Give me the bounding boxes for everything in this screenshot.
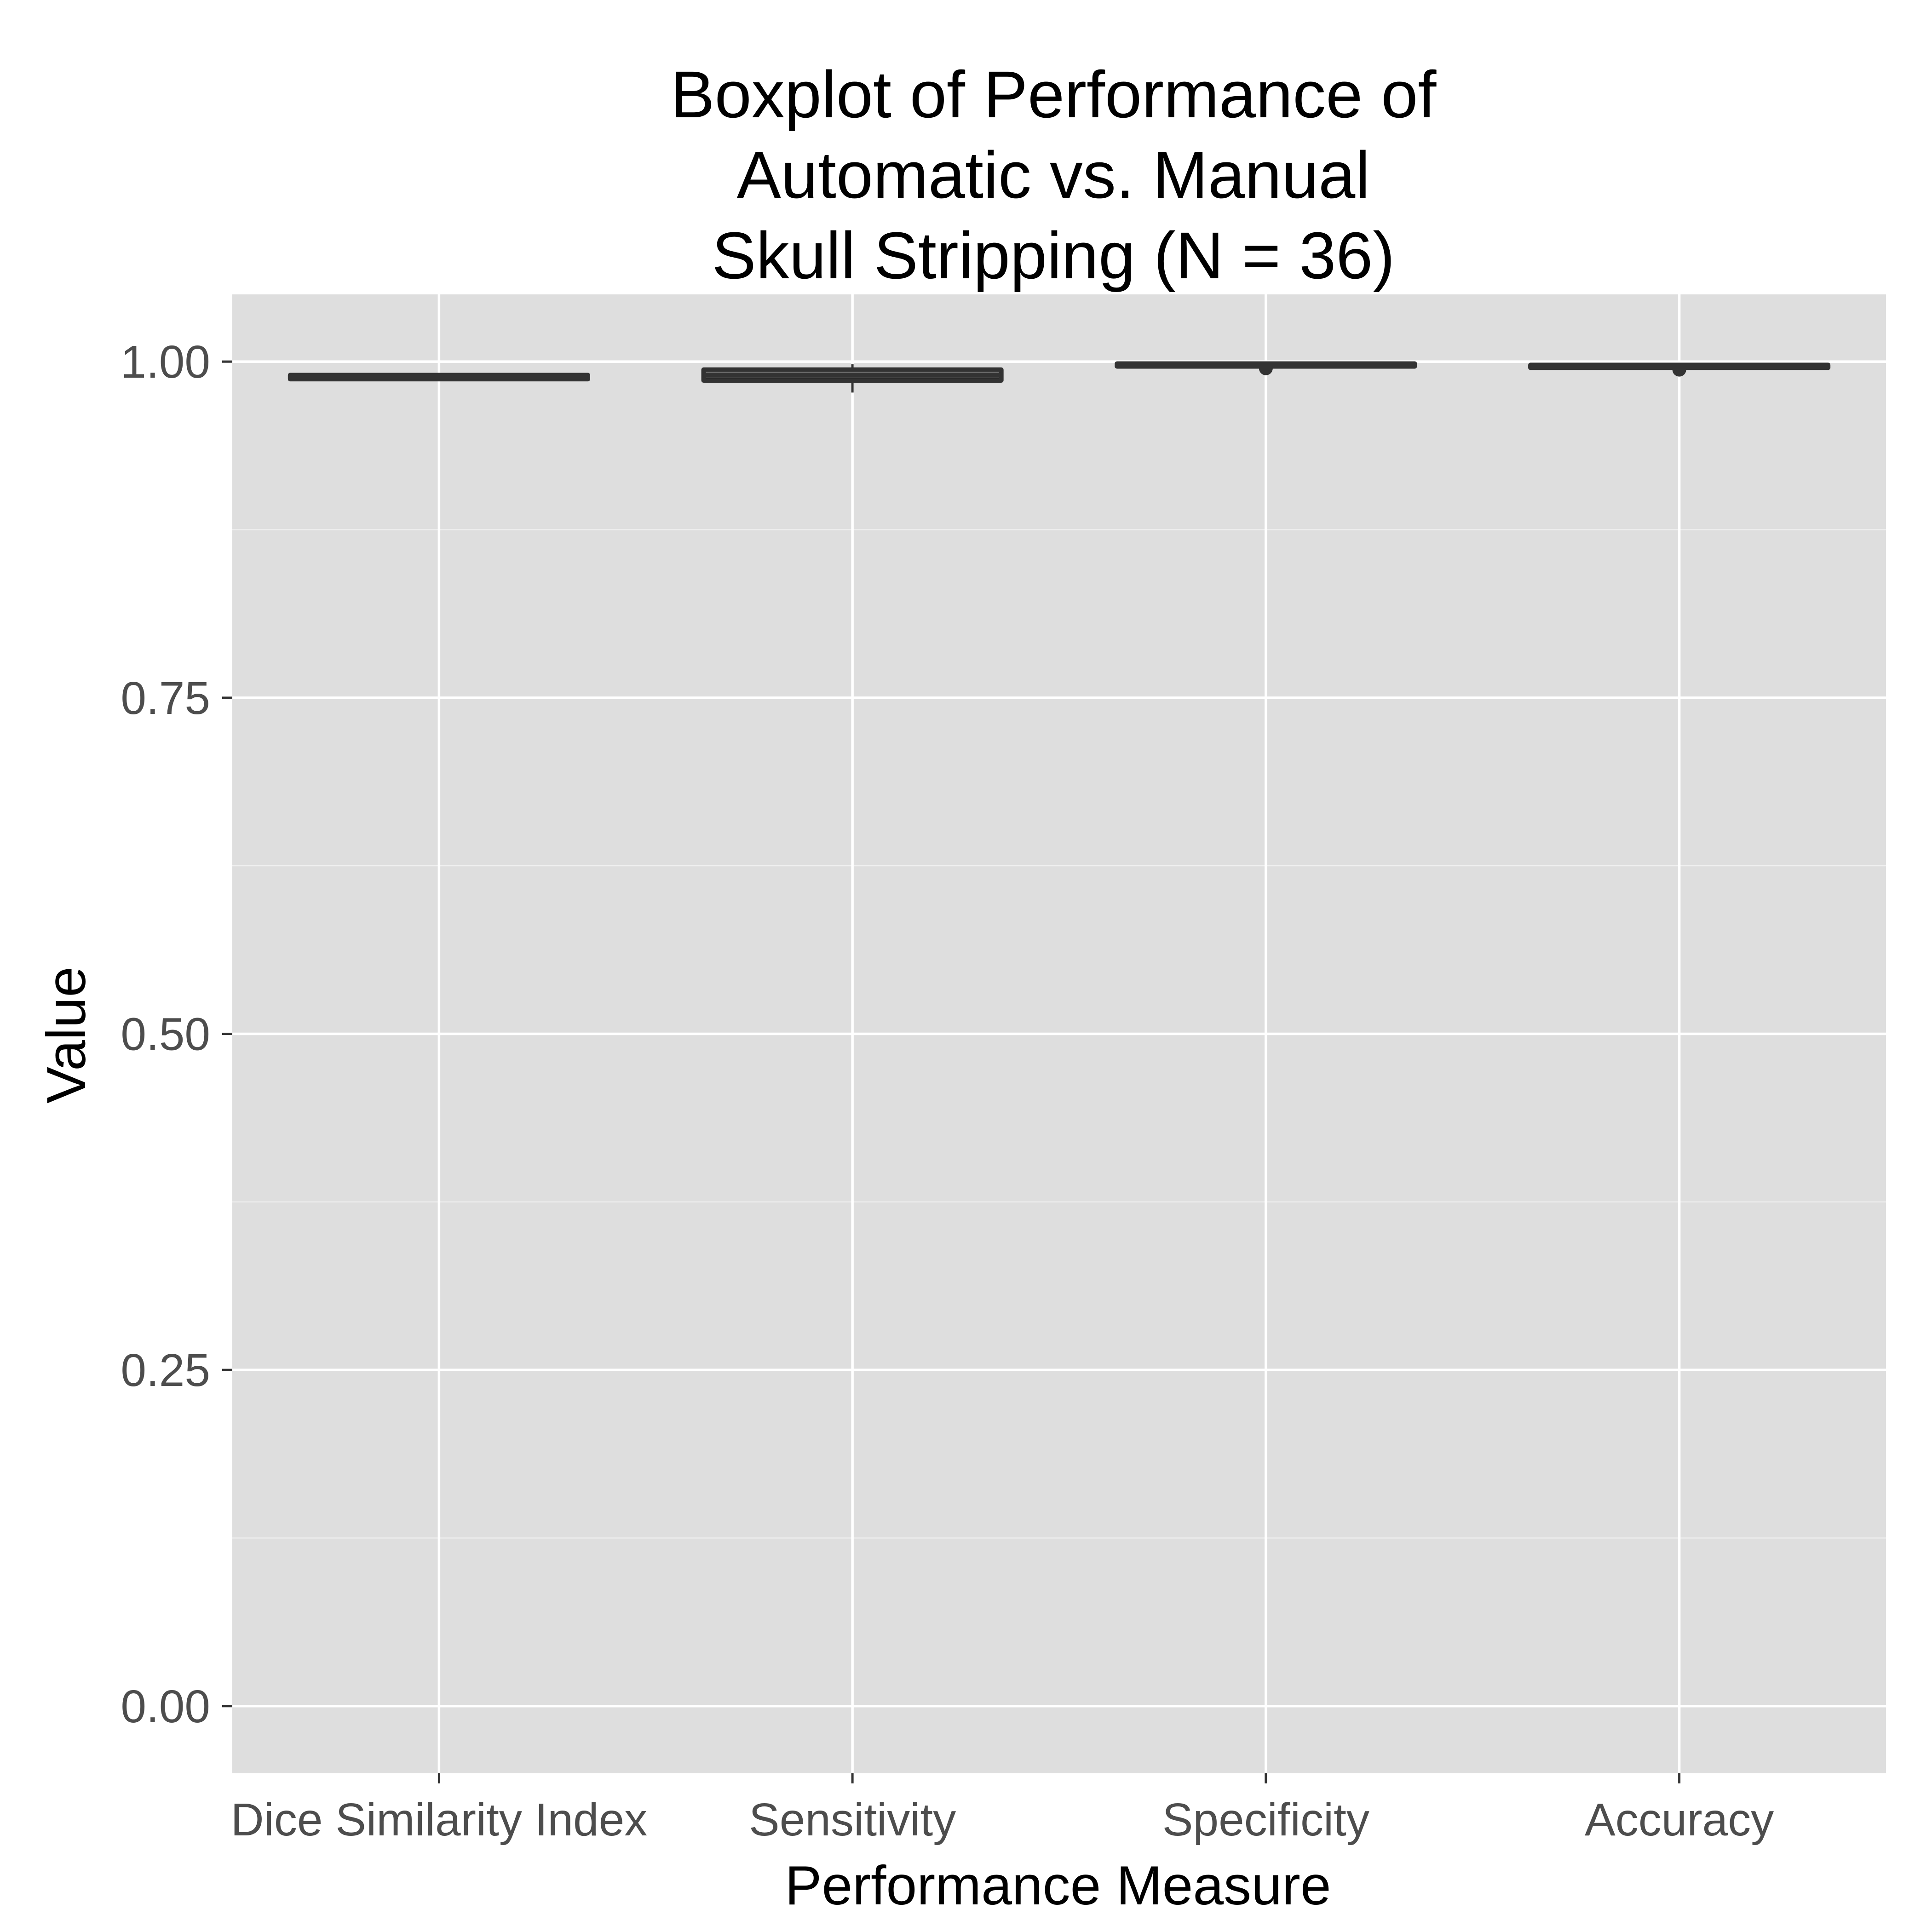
x-tick-label: Specificity <box>1162 1794 1369 1846</box>
box-accuracy <box>1528 362 1831 377</box>
y-tick-label: 0.50 <box>121 1009 210 1060</box>
box-dice-similarity-index <box>288 373 590 382</box>
x-tick-label: Accuracy <box>1585 1794 1774 1846</box>
x-tick-label: Dice Similarity Index <box>230 1794 647 1846</box>
axes: 0.00 0.25 0.50 0.75 1.00 Dice Similarity Inde… <box>121 336 1774 1846</box>
x-tick-label: Sensitivity <box>749 1794 956 1846</box>
y-tick-label: 0.75 <box>121 673 210 724</box>
y-tick-label: 1.00 <box>121 336 210 388</box>
y-tick-label: 0.25 <box>121 1345 210 1396</box>
outlier-point <box>1672 362 1686 377</box>
title-line-2: Automatic vs. Manual <box>737 138 1370 212</box>
box-specificity <box>1115 361 1417 375</box>
grid-lines <box>232 294 1886 1773</box>
x-axis-title: Performance Measure <box>785 1855 1331 1916</box>
boxplot-series <box>288 361 1831 393</box>
chart-title: Boxplot of Performance of Automatic vs. … <box>671 58 1437 293</box>
title-line-3: Skull Stripping (N = 36) <box>712 218 1395 293</box>
title-line-1: Boxplot of Performance of <box>671 58 1437 132</box>
y-tick-label: 0.00 <box>121 1681 210 1732</box>
box-sensitivity <box>701 364 1004 393</box>
outlier-point <box>1259 361 1273 375</box>
y-axis-title: Value <box>35 966 97 1104</box>
